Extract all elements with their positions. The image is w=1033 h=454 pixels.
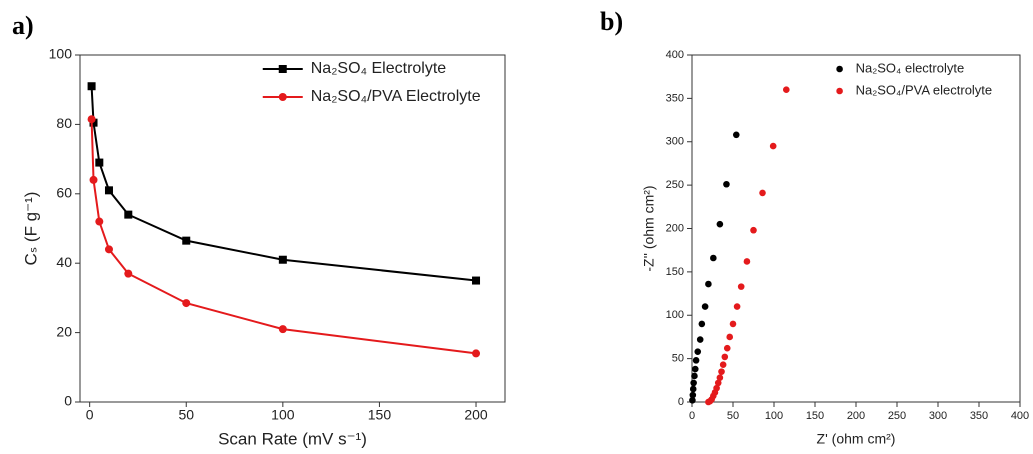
x-tick-label: 200 [464,407,488,423]
data-point [278,325,287,334]
y-tick-label: 300 [666,136,684,148]
y-tick-label: 150 [666,266,684,278]
y-tick-label: 0 [678,396,684,408]
data-point [759,189,766,197]
data-point [87,115,96,124]
data-point [124,269,133,278]
x-tick-label: 300 [929,410,947,422]
data-point [737,283,745,290]
data-point [87,82,96,91]
data-point [716,374,724,382]
data-point [124,210,133,219]
data-point [95,158,104,167]
y-tick-label: 350 [666,92,684,104]
x-tick-label: 100 [271,407,295,423]
data-point [716,220,724,228]
data-point [692,357,700,364]
y-axis-label: Cₛ (F g⁻¹) [21,192,40,266]
y-tick-label: 250 [666,179,684,191]
x-tick-label: 0 [86,407,94,423]
data-point [750,226,757,234]
data-point [726,333,734,341]
data-point [104,186,113,195]
plot-frame [79,54,506,403]
data-point [743,258,751,265]
data-point [690,379,697,387]
x-tick-label: 50 [178,407,194,423]
data-point [472,349,481,358]
data-line [90,119,477,355]
x-tick-label: 400 [1011,410,1029,422]
data-point [732,131,740,139]
data-point [705,398,712,406]
legend-marker [278,65,287,73]
data-point [182,299,191,308]
x-tick-label: 200 [847,410,865,422]
data-point [691,365,699,373]
x-tick-label: 0 [689,410,695,422]
legend-label: Na₂SO₄/PVA electrolyte [856,82,993,97]
y-tick-label: 0 [64,393,72,409]
y-tick-label: 80 [56,115,72,131]
y-tick-label: 40 [56,254,72,270]
x-tick-label: 250 [888,410,906,422]
data-point [710,254,717,262]
data-point [718,368,725,375]
x-tick-label: 150 [806,410,824,422]
x-tick-label: 50 [727,410,739,422]
data-point [723,180,730,188]
data-line [90,86,477,282]
data-point [701,303,709,310]
data-point [89,175,98,184]
legend-marker [836,65,843,73]
y-axis-label: -Z'' (ohm cm²) [641,185,657,271]
y-tick-label: 20 [56,323,72,339]
data-point [691,372,698,380]
panel-label: a) [12,11,34,40]
y-tick-label: 400 [666,49,684,61]
data-point [729,320,737,328]
data-point [714,379,722,387]
legend-marker [836,87,843,95]
legend-label: Na₂SO₄ Electrolyte [311,60,447,77]
data-point [278,255,287,264]
x-axis-label: Scan Rate (mV s⁻¹) [218,429,367,448]
data-point [689,385,697,393]
y-tick-label: 50 [672,353,684,365]
x-tick-label: 150 [368,407,392,423]
data-point [689,391,697,399]
data-point [689,396,696,404]
panel-label: b) [600,7,623,36]
data-point [723,344,731,352]
data-point [783,86,790,93]
legend-label: Na₂SO₄ electrolyte [856,60,965,75]
y-tick-label: 200 [666,222,684,234]
y-tick-label: 100 [49,46,73,62]
data-point [95,217,104,226]
data-point [719,361,727,368]
data-point [698,320,706,328]
legend-marker [278,93,287,101]
data-point [104,245,113,254]
x-tick-label: 100 [765,410,783,422]
legend-label: Na₂SO₄/PVA Electrolyte [311,88,481,105]
x-axis-label: Z' (ohm cm²) [817,431,896,447]
y-tick-label: 60 [56,185,72,201]
x-tick-label: 350 [970,410,988,422]
data-point [705,280,712,288]
data-point [472,276,481,285]
data-point [182,236,191,245]
data-point [694,348,702,355]
y-tick-label: 100 [666,309,684,321]
plot-frame [691,54,1021,403]
data-point [733,303,741,310]
data-point [721,353,729,361]
data-point [769,142,777,150]
data-point [696,336,704,343]
